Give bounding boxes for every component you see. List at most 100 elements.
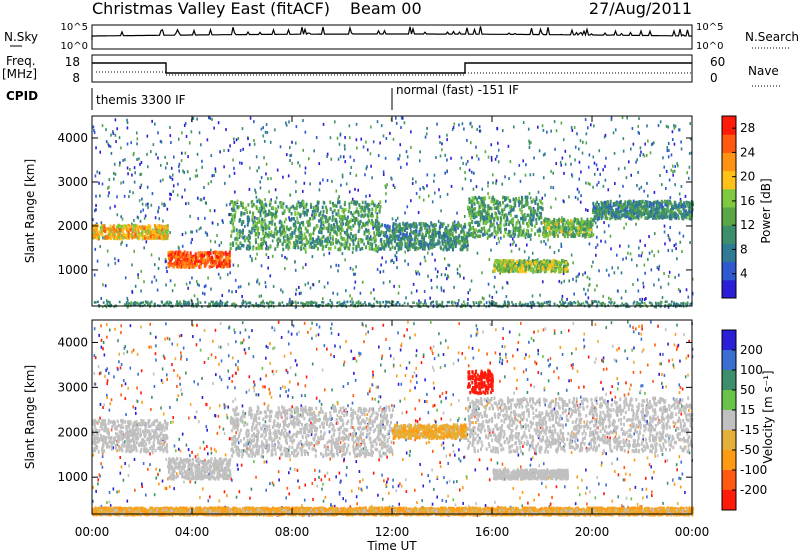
heatmap-cell xyxy=(509,160,512,164)
heatmap-cell xyxy=(325,239,328,243)
heatmap-cell xyxy=(678,231,681,235)
heatmap-cell xyxy=(460,244,463,249)
heatmap-cell xyxy=(265,225,268,230)
heatmap-cell xyxy=(469,211,472,216)
heatmap-cell xyxy=(483,226,486,230)
heatmap-cell xyxy=(251,199,254,204)
heatmap-cell xyxy=(131,173,133,177)
heatmap-cell xyxy=(339,232,342,236)
heatmap-cell xyxy=(526,229,529,233)
heatmap-cell xyxy=(351,250,354,254)
heatmap-cell xyxy=(315,136,318,140)
heatmap-cell xyxy=(280,201,283,206)
heatmap-cell xyxy=(344,201,347,205)
heatmap-cell xyxy=(308,245,311,249)
heatmap-cell xyxy=(222,221,224,225)
heatmap-cell xyxy=(266,246,269,251)
heatmap-cell xyxy=(665,124,668,128)
heatmap-cell xyxy=(613,271,616,275)
heatmap-cell xyxy=(592,185,594,189)
heatmap-cell xyxy=(203,260,206,264)
heatmap-cell xyxy=(282,175,284,179)
heatmap-cell xyxy=(491,213,494,218)
heatmap-cell xyxy=(643,189,645,193)
heatmap-cell xyxy=(138,236,141,240)
heatmap-cell xyxy=(558,266,561,270)
heatmap-cell xyxy=(428,228,431,232)
heatmap-cell xyxy=(621,116,624,120)
heatmap-cell xyxy=(319,181,321,185)
heatmap-cell xyxy=(673,126,676,130)
heatmap-cell xyxy=(467,222,470,226)
heatmap-cell xyxy=(500,261,503,266)
heatmap-cell xyxy=(170,257,173,261)
heatmap-cell xyxy=(352,215,355,220)
heatmap-cell xyxy=(501,129,504,133)
heatmap-cell xyxy=(424,233,427,238)
heatmap-cell xyxy=(392,183,395,187)
heatmap-cell xyxy=(98,235,101,240)
heatmap-cell xyxy=(509,263,512,267)
heatmap-cell xyxy=(550,169,552,173)
heatmap-cell xyxy=(325,244,328,249)
heatmap-cell xyxy=(251,259,253,263)
heatmap-cell xyxy=(283,211,286,215)
heatmap-cell xyxy=(369,235,372,239)
heatmap-cell xyxy=(672,170,674,174)
heatmap-cell xyxy=(518,266,521,270)
heatmap-cell xyxy=(289,154,292,158)
heatmap-cell xyxy=(171,289,174,293)
heatmap-cell xyxy=(335,218,338,222)
heatmap-cell xyxy=(333,120,336,124)
heatmap-cell xyxy=(262,126,265,130)
heatmap-cell xyxy=(591,233,594,237)
heatmap-cell xyxy=(434,223,437,227)
heatmap-cell xyxy=(553,250,556,254)
heatmap-cell xyxy=(326,155,328,159)
heatmap-cell xyxy=(374,221,377,226)
heatmap-cell xyxy=(133,234,136,239)
heatmap-cell xyxy=(201,251,204,256)
heatmap-cell xyxy=(182,169,184,173)
heatmap-cell xyxy=(174,251,177,256)
heatmap-cell xyxy=(644,142,646,146)
heatmap-cell xyxy=(361,221,364,226)
heatmap-cell xyxy=(643,154,646,158)
heatmap-cell xyxy=(107,142,109,146)
heatmap-cell xyxy=(281,227,284,232)
heatmap-cell xyxy=(647,257,649,261)
heatmap-cell xyxy=(219,276,222,280)
heatmap-cell xyxy=(256,252,258,256)
heatmap-cell xyxy=(598,149,601,153)
heatmap-cell xyxy=(250,230,253,234)
heatmap-cell xyxy=(337,197,339,201)
heatmap-cell xyxy=(114,204,116,208)
heatmap-cell xyxy=(504,175,506,179)
heatmap-cell xyxy=(131,290,134,294)
heatmap-cell xyxy=(224,259,227,263)
heatmap-cell xyxy=(545,260,548,264)
heatmap-cell xyxy=(648,211,651,216)
heatmap-cell xyxy=(350,200,353,205)
heatmap-cell xyxy=(365,236,368,241)
heatmap-cell xyxy=(354,280,357,284)
heatmap-cell xyxy=(679,240,682,244)
heatmap-cell xyxy=(365,140,367,144)
heatmap-cell xyxy=(391,235,394,239)
heatmap-cell xyxy=(293,206,296,211)
heatmap-cell xyxy=(126,299,129,303)
heatmap-cell xyxy=(406,162,408,166)
heatmap-cell xyxy=(558,261,561,265)
heatmap-cell xyxy=(181,131,183,135)
heatmap-cell xyxy=(409,236,412,241)
heatmap-cell xyxy=(183,262,186,267)
heatmap-cell xyxy=(199,262,202,266)
heatmap-cell xyxy=(528,256,530,260)
heatmap-cell xyxy=(598,212,601,217)
heatmap-cell xyxy=(667,305,670,309)
heatmap-cell xyxy=(555,268,558,273)
heatmap-cell xyxy=(417,246,420,251)
heatmap-cell xyxy=(191,259,194,263)
heatmap-cell xyxy=(196,152,199,156)
heatmap-cell xyxy=(195,168,198,172)
